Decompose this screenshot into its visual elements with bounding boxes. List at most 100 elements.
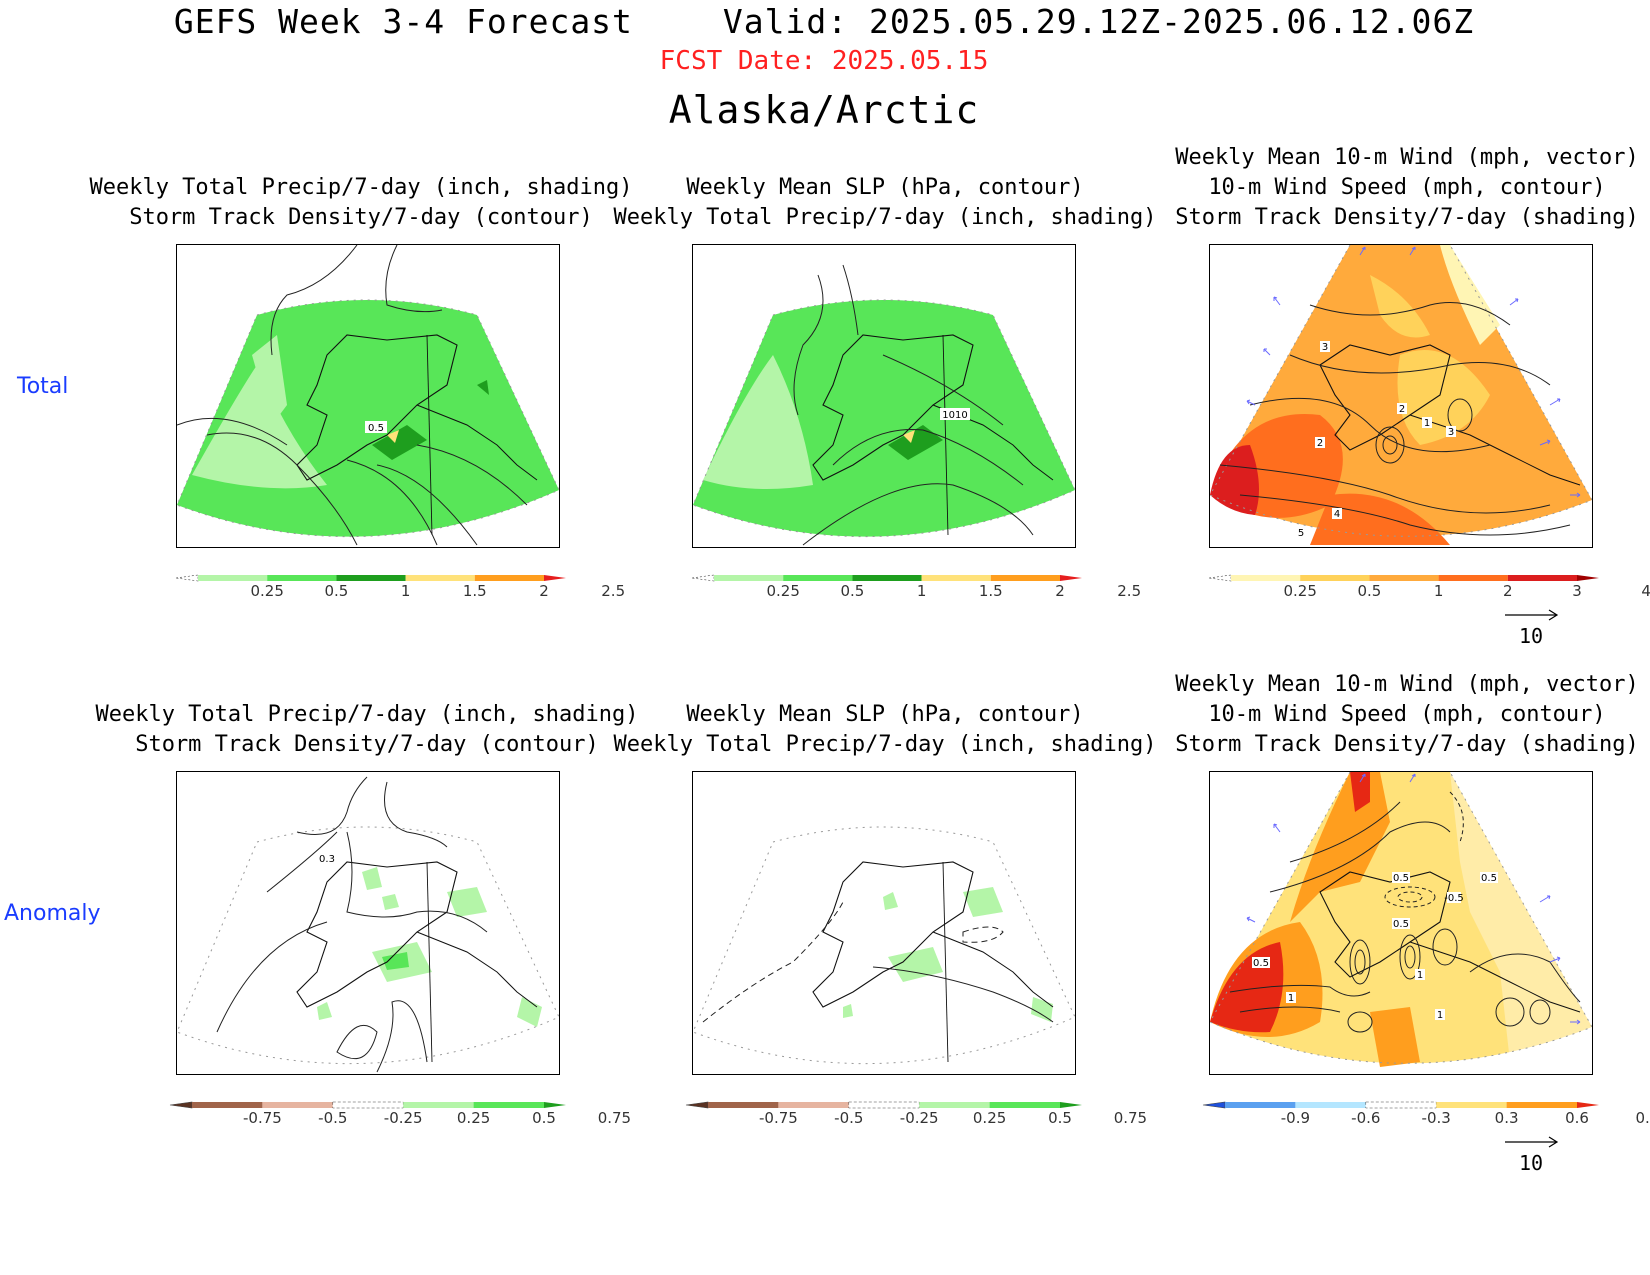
contour-label: 4 xyxy=(1334,509,1340,520)
wind-anom-contours xyxy=(1229,801,1581,1033)
contour-label: 5 xyxy=(1298,528,1304,539)
precip-anom-positive xyxy=(1031,997,1053,1022)
colorbar-precip-anom-svg: -0.75 -0.5 -0.25 0.25 0.5 0.75 xyxy=(169,1101,631,1127)
colorbar-segment xyxy=(198,575,268,581)
panel1-title: Weekly Total Precip/7-day (inch, shading… xyxy=(89,173,632,233)
contour-label-bg xyxy=(1332,508,1342,519)
contour-label-bg xyxy=(1397,403,1407,414)
wind-contour-negative xyxy=(1384,886,1436,908)
border-canada xyxy=(426,334,433,536)
wind-vector xyxy=(1539,895,1551,903)
vector-reference-label: 10 xyxy=(1519,1151,1543,1175)
panel6-title-line2: 10-m Wind Speed (mph, contour) xyxy=(1208,702,1606,727)
forecast-date: FCST Date: 2025.05.15 xyxy=(659,46,989,76)
storm-contour xyxy=(384,781,448,848)
contour-label-bg xyxy=(1446,426,1456,437)
colorbar-precip-total-svg: 0.25 0.5 1 1.5 2 2.5 xyxy=(175,574,625,600)
colorbar-tick-label: -0.75 xyxy=(243,1109,282,1127)
colorbar-storm-total-svg: 0.25 0.5 1 2 3 4 xyxy=(1208,574,1650,600)
slp-contour xyxy=(802,483,1034,546)
colorbar-precip-anom-svg: -0.75 -0.5 -0.25 0.25 0.5 0.75 xyxy=(685,1101,1147,1127)
wind-vector xyxy=(1409,773,1416,783)
panel6-title-line3: Storm Track Density/7-day (shading) xyxy=(1175,732,1639,757)
wind-contour-negative xyxy=(1449,791,1464,843)
colorbar-tick-label: 0.5 xyxy=(1357,582,1381,600)
wind-contour xyxy=(1239,1006,1341,1013)
precip-shading-heavy xyxy=(888,425,943,460)
contour-label: -0.5 xyxy=(1444,893,1464,904)
precip-shading-heavy xyxy=(372,425,427,460)
coastline-panhandle xyxy=(416,931,538,1008)
coastline-panhandle xyxy=(416,404,538,481)
contour-label: 1 xyxy=(1288,993,1294,1004)
panel2-title-line1: Weekly Mean SLP (hPa, contour) xyxy=(686,175,1084,200)
contour-label: 0.5 xyxy=(1393,873,1409,884)
wind-contour xyxy=(1399,934,1421,980)
precip-anom-positive xyxy=(362,867,382,890)
colorbar-tick-label: 0.25 xyxy=(766,582,799,600)
colorbar-segment xyxy=(405,575,475,581)
wind-contour xyxy=(1289,354,1551,386)
wind-vector xyxy=(1246,399,1256,406)
wind-contour xyxy=(1495,997,1525,1027)
colorbar-segment xyxy=(336,575,406,581)
storm-anom-shading-neutral xyxy=(1450,772,1592,1062)
contour-label: 3 xyxy=(1448,427,1454,438)
colorbar-segment xyxy=(714,575,784,581)
contour-label: 2 xyxy=(1317,438,1323,449)
wind-vector xyxy=(1246,916,1256,923)
colorbar-end-low xyxy=(691,574,715,582)
colorbar-tick-label: 1.5 xyxy=(463,582,487,600)
colorbar-tick-label: -0.6 xyxy=(1351,1109,1380,1127)
colorbar-end-high xyxy=(1060,1102,1082,1108)
slp-contour xyxy=(793,274,824,416)
colorbar-tick-label: 0.6 xyxy=(1565,1109,1589,1127)
colorbar-tick-label: 4 xyxy=(1641,582,1650,600)
arrow-icon xyxy=(1505,609,1559,621)
colorbar-segment xyxy=(708,1102,779,1108)
colorbar-segment xyxy=(919,1102,990,1108)
colorbar-segment xyxy=(783,575,853,581)
contour-label: 0.5 xyxy=(1481,873,1497,884)
colorbar-tick-label: 2.5 xyxy=(601,582,625,600)
wind-vector xyxy=(1539,439,1551,446)
colorbar-segment xyxy=(1507,575,1577,581)
colorbar-segment xyxy=(1225,1102,1296,1108)
wind-contour xyxy=(1289,801,1401,863)
colorbar-segment xyxy=(403,1102,474,1108)
colorbar-end-high xyxy=(544,1102,566,1108)
contour-label-bg xyxy=(1480,872,1498,883)
wind-contour xyxy=(1354,949,1366,975)
storm-shading-high xyxy=(1310,493,1450,545)
colorbar-segment xyxy=(778,1102,849,1108)
panel6-title-line1: Weekly Mean 10-m Wind (mph, vector) xyxy=(1175,672,1639,697)
storm-contour xyxy=(346,831,488,933)
precip-anom-mid xyxy=(382,952,409,970)
forecast-title: GEFS Week 3-4 Forecast xyxy=(173,2,633,41)
contour-label: 0.3 xyxy=(319,854,335,865)
panel3-title-line2: 10-m Wind Speed (mph, contour) xyxy=(1208,175,1606,200)
row-label-anomaly: Anomaly xyxy=(4,901,101,926)
colorbar-segment xyxy=(990,575,1060,581)
colorbar-tick-label: -0.25 xyxy=(384,1109,423,1127)
colorbar-tick-label: 0.5 xyxy=(1048,1109,1072,1127)
colorbar-tick-label: 0.5 xyxy=(840,582,864,600)
storm-contour xyxy=(385,245,443,313)
colorbar-tick-label: 0.75 xyxy=(598,1109,631,1127)
valid-range: Valid: 2025.05.29.12Z-2025.06.12.06Z xyxy=(722,2,1475,41)
storm-contour xyxy=(376,1000,428,1073)
border-canada xyxy=(942,861,949,1063)
panel1-map: 0.5 xyxy=(176,244,560,548)
coastline-alaska xyxy=(812,334,974,481)
arrow-icon xyxy=(1505,1136,1559,1148)
contour-label: 1010 xyxy=(942,410,967,421)
colorbar-tick-label: 0.25 xyxy=(250,582,283,600)
colorbar-segment xyxy=(989,1102,1060,1108)
contour-label-bg xyxy=(1392,872,1410,883)
wind-vector xyxy=(1263,348,1271,356)
precip-anom-positive xyxy=(317,1002,332,1020)
panel6-map-svg: 0.5 -0.5 0.5 0.5 1 0.5 1 1 xyxy=(1210,772,1592,1067)
wind-contour xyxy=(1432,928,1458,966)
colorbar-segment xyxy=(473,1102,544,1108)
colorbar-tick-label: 0.25 xyxy=(973,1109,1006,1127)
